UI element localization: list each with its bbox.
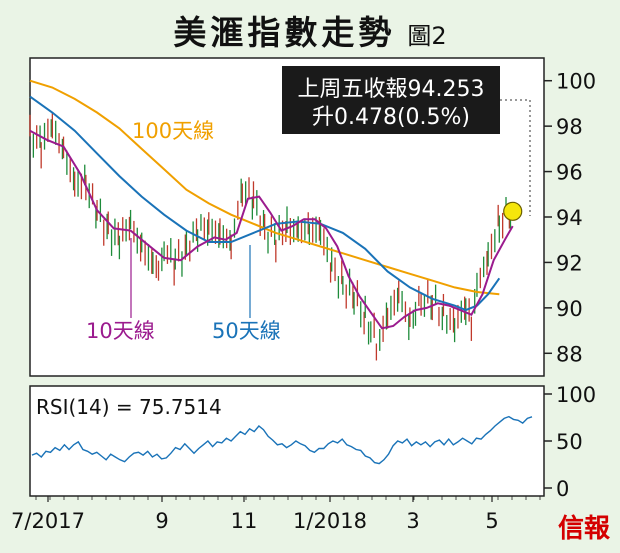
ma50-line [29,95,501,312]
x-tick-label: 7/2017 [11,509,85,533]
price-ytick-label: 98 [556,115,583,139]
annotation-box [282,66,500,134]
annotation-leader [500,99,531,216]
rsi-label: RSI(14) = 75.7514 [36,395,222,419]
ma10-line [29,129,514,330]
price-ytick-label: 90 [556,297,583,321]
price-ytick-label: 92 [556,251,583,275]
chart-title: 美滙指數走勢 圖2 [0,6,620,54]
x-tick-label: 3 [406,509,419,533]
rsi-ytick-label: 0 [556,477,569,501]
price-ytick-label: 100 [556,70,596,94]
x-tick-label: 11 [231,509,258,533]
ma100-label: 100天線 [132,119,214,143]
annotation-line-2: 升0.478(0.5%) [312,105,470,130]
x-tick-label: 1/2018 [293,509,367,533]
rsi-line [31,415,533,465]
source-logo: 信報 [557,514,610,544]
x-tick-label: 5 [485,509,498,533]
rsi-ytick-label: 50 [556,430,583,454]
ma50-label: 50天線 [212,319,281,343]
last-close-marker [503,201,523,221]
x-tick-label: 9 [155,509,168,533]
ma10-label: 10天線 [86,319,155,343]
price-ytick-label: 94 [556,206,583,230]
figure-label: 圖2 [407,22,447,50]
rsi-ytick-label: 100 [556,383,596,407]
price-ytick-label: 88 [556,342,583,366]
price-ytick-label: 96 [556,161,583,185]
annotation-line-1: 上周五收報94.253 [298,77,485,102]
title-text: 美滙指數走勢 [173,13,396,52]
